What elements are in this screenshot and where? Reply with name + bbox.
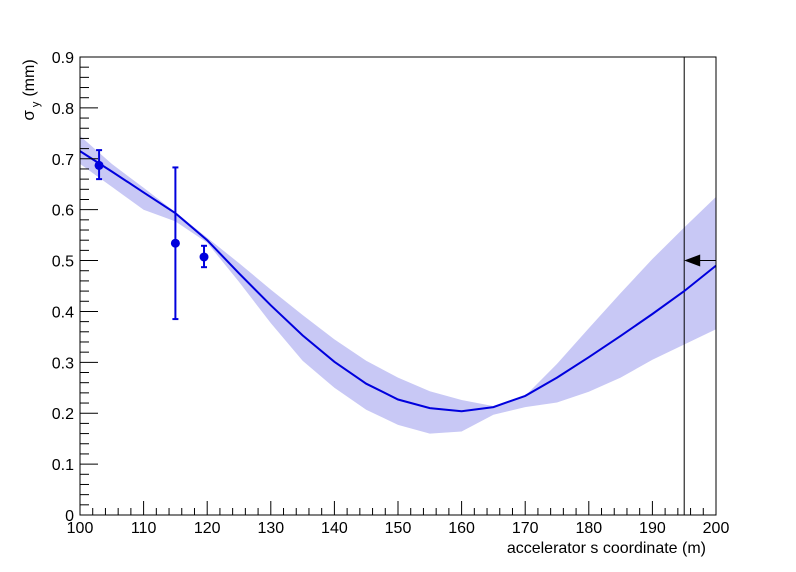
fit-curve-layer bbox=[79, 150, 717, 413]
data-point bbox=[170, 166, 180, 321]
y-tick-label: 0.4 bbox=[52, 304, 74, 321]
y-axis-title-unit: (mm) bbox=[21, 59, 38, 96]
y-tick-label: 0.5 bbox=[52, 254, 74, 271]
target-arrow-head bbox=[684, 254, 701, 267]
x-tick-label: 110 bbox=[131, 520, 157, 537]
y-tick-label: 0.9 bbox=[52, 50, 74, 67]
x-tick-label: 140 bbox=[321, 520, 348, 537]
y-tick-label: 0.3 bbox=[52, 355, 74, 372]
data-point-marker bbox=[170, 238, 180, 248]
x-tick-label: 100 bbox=[67, 520, 94, 537]
x-tick-label: 120 bbox=[194, 520, 221, 537]
x-axis-title: accelerator s coordinate (m) bbox=[507, 540, 706, 557]
x-tick-label: 190 bbox=[639, 520, 666, 537]
x-tick-label: 130 bbox=[257, 520, 284, 537]
x-tick-label: 160 bbox=[448, 520, 475, 537]
labels-layer: accelerator s coordinate (m) σy (mm) bbox=[19, 59, 706, 557]
y-tick-label: 0.7 bbox=[52, 152, 74, 169]
y-tick-label: 0.1 bbox=[52, 457, 74, 474]
data-point-marker bbox=[94, 160, 104, 170]
y-tick-label: 0 bbox=[65, 508, 74, 525]
marker-layer bbox=[683, 57, 716, 515]
data-point bbox=[94, 149, 104, 181]
x-tick-label: 200 bbox=[703, 520, 730, 537]
data-points-layer bbox=[94, 149, 209, 321]
y-axis-title-subscript: y bbox=[30, 101, 42, 107]
y-tick-label: 0.2 bbox=[52, 406, 74, 423]
axes-layer: 100 110 120 130 140 150 160 170 180 190 200 0 0.1 0.2… bbox=[52, 50, 730, 537]
fit-curve-line bbox=[79, 150, 717, 413]
x-tick-label: 180 bbox=[575, 520, 602, 537]
svg-text:σy(mm): σy (mm) bbox=[19, 59, 42, 120]
x-tick-label: 150 bbox=[385, 520, 412, 537]
y-axis-title: σy (mm) bbox=[19, 59, 42, 120]
y-tick-label: 0.8 bbox=[52, 101, 74, 118]
data-point bbox=[199, 244, 209, 269]
y-axis-title-symbol: σ bbox=[19, 110, 38, 121]
x-tick-label: 170 bbox=[512, 520, 539, 537]
data-point-marker bbox=[199, 252, 209, 262]
y-tick-label: 0.6 bbox=[52, 203, 74, 220]
